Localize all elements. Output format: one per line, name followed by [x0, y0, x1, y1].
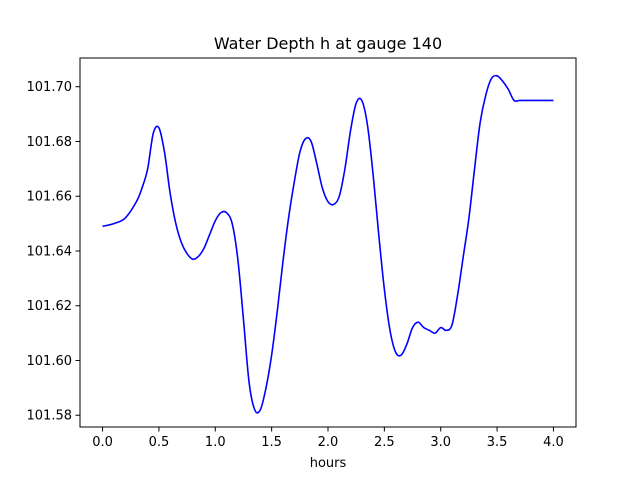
series-line-0: [102, 74, 554, 414]
x-tick-label: 2.0: [318, 435, 339, 450]
chart-title: Water Depth h at gauge 140: [214, 34, 442, 53]
x-tick-label: 1.0: [205, 435, 226, 450]
plot-frame: [79, 57, 577, 428]
x-tick-label: 1.5: [261, 435, 282, 450]
y-axis-ticks: 101.58 101.60 101.62 101.64 101.66 101.68 101.…: [27, 80, 80, 424]
x-tick-label: 3.5: [487, 435, 508, 450]
y-tick-label: 101.68: [27, 135, 73, 150]
x-axis-ticks: 0.0 0.5 1.0 1.5 2.0 2.5 3.0 3.5 4.0: [92, 427, 564, 450]
x-axis-title: hours: [310, 456, 347, 471]
y-tick-label: 101.62: [27, 299, 73, 314]
x-tick-label: 2.5: [374, 435, 395, 450]
x-tick-label: 3.0: [430, 435, 451, 450]
series-layer: [102, 74, 554, 414]
x-tick-label: 0.5: [149, 435, 170, 450]
y-tick-label: 101.70: [27, 80, 73, 95]
x-tick-label: 4.0: [543, 435, 564, 450]
y-tick-label: 101.60: [27, 354, 73, 369]
y-tick-label: 101.58: [27, 409, 73, 424]
y-tick-label: 101.64: [27, 244, 73, 259]
plot-background: [80, 58, 576, 427]
y-tick-label: 101.66: [27, 190, 73, 205]
x-tick-label: 0.0: [92, 435, 113, 450]
